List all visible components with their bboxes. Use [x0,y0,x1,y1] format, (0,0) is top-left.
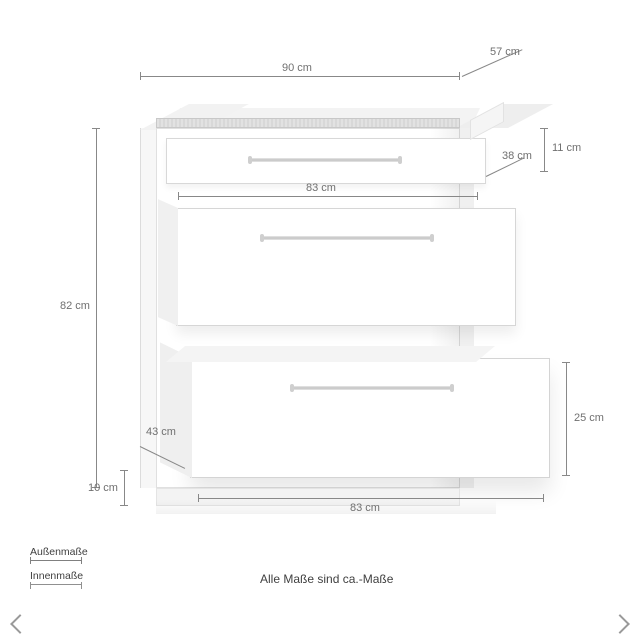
drawer-1-handle [250,158,400,162]
legend-line-outer [30,560,82,561]
next-button[interactable] [604,600,636,640]
floor-shadow [156,500,496,514]
drawer-2-side-left [158,199,178,326]
dim-d1-depth: 38 cm [502,150,532,162]
tick [459,72,460,80]
tick [140,72,141,80]
dimline-width-top [140,76,460,77]
prev-button[interactable] [4,600,36,640]
dim-d3-depth: 43 cm [146,426,176,438]
tick [540,128,548,129]
tick [198,494,199,502]
dim-width-top: 90 cm [282,62,312,74]
chevron-right-icon [610,614,630,634]
tick [562,475,570,476]
dim-d3-width: 83 cm [350,502,380,514]
dimline-d3-width [198,498,544,499]
countertop-front-edge [156,118,460,128]
diagram-stage: 90 cm 57 cm 82 cm 83 cm 38 cm 11 cm 43 c… [0,0,640,640]
dim-height-left: 82 cm [60,300,90,312]
drawer-2-front [176,208,516,326]
drawer-3-handle [292,386,452,390]
drawer-3-front [190,358,550,478]
tick [477,192,478,200]
dim-d1-height: 11 cm [552,142,581,154]
dim-d3-front-h: 25 cm [574,412,604,424]
legend-inner-label: Innenmaße [30,570,83,582]
legend-outer-label: Außenmaße [30,546,88,558]
dim-depth-top: 57 cm [490,46,520,58]
dim-d1-width: 83 cm [306,182,336,194]
tick [120,470,128,471]
tick [543,494,544,502]
dimline-height-left [96,128,97,488]
tick [92,128,100,129]
chevron-left-icon [10,614,30,634]
tick [120,505,128,506]
tick [562,362,570,363]
tick [540,171,548,172]
caption-text: Alle Maße sind ca.-Maße [260,572,393,586]
dimline-d1-width [178,196,478,197]
drawer-3-inside-top [166,346,495,362]
tick [178,192,179,200]
legend-line-inner [30,584,82,585]
drawer-2-handle [262,236,432,240]
dim-plinth: 10 cm [88,482,118,494]
dimline-plinth [124,470,125,506]
dimline-d3-front-h [566,362,567,476]
dimline-d1-height [544,128,545,172]
